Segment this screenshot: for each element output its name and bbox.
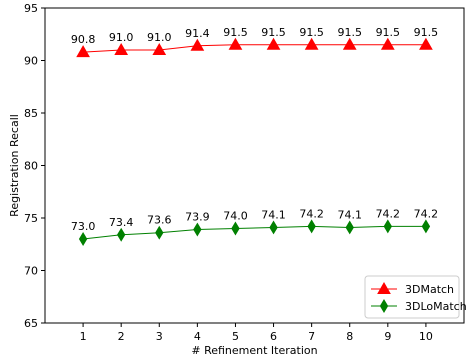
data-point: [114, 42, 129, 55]
x-tick-label: 3: [156, 330, 163, 343]
data-label: 91.0: [147, 31, 172, 44]
data-label: 74.2: [376, 207, 401, 220]
data-label: 74.2: [414, 207, 439, 220]
data-point: [152, 42, 167, 55]
series-3dmatch: 90.8 91.0 91.0 91.4 91.5 91.5 91.5 91.5 91.5 91.5: [71, 26, 439, 58]
data-point: [383, 219, 393, 234]
data-point: [307, 219, 316, 234]
data-label: 90.8: [71, 33, 96, 46]
x-tick-label: 10: [419, 330, 433, 343]
y-axis-label: Registration Recall: [8, 114, 21, 217]
series-line: [83, 225, 426, 240]
plot-area: [45, 8, 464, 323]
legend-item-3dmatch: 3DMatch: [371, 281, 454, 296]
data-label: 91.5: [223, 26, 248, 39]
y-tick-label: 75: [24, 212, 38, 225]
x-tick-label: 8: [346, 330, 353, 343]
x-tick-label: 7: [308, 330, 315, 343]
data-point: [269, 220, 278, 235]
data-label: 73.0: [71, 220, 96, 233]
y-tick-label: 85: [24, 107, 38, 120]
data-point: [419, 37, 433, 50]
x-tick-label: 5: [232, 330, 239, 343]
data-label: 91.5: [337, 26, 362, 39]
data-label: 74.2: [299, 207, 324, 220]
legend-item-3dlomatch: 3DLoMatch: [371, 299, 467, 313]
data-label: 73.4: [109, 216, 134, 229]
data-point: [266, 37, 281, 50]
legend-label: 3DMatch: [405, 283, 454, 296]
x-tick-label: 9: [384, 330, 391, 343]
x-tick-label: 4: [194, 330, 201, 343]
data-point: [231, 221, 240, 236]
x-axis-ticks: 1 2 3 4 5 6 7 8 9 10: [80, 323, 433, 343]
data-point: [421, 219, 431, 234]
data-point: [190, 38, 205, 51]
legend-label: 3DLoMatch: [405, 300, 467, 313]
data-point: [228, 37, 243, 50]
y-tick-label: 90: [24, 55, 38, 68]
data-label: 74.1: [337, 208, 362, 221]
data-label: 91.5: [414, 26, 439, 39]
data-point: [116, 227, 126, 242]
data-label: 91.0: [109, 31, 134, 44]
data-point: [193, 222, 202, 237]
legend-marker: [377, 281, 391, 294]
data-point: [78, 232, 88, 246]
legend-marker: [379, 299, 389, 313]
x-tick-label: 1: [80, 330, 87, 343]
legend: 3DMatch 3DLoMatch: [364, 275, 467, 319]
plot-frame: [44, 7, 465, 324]
series-layer: 90.8 91.0 91.0 91.4 91.5 91.5 91.5 91.5 91.5 91.5…: [71, 26, 439, 246]
series-line: [83, 44, 426, 53]
data-label: 74.1: [261, 208, 286, 221]
y-tick-label: 80: [24, 160, 38, 173]
legend-box: [364, 275, 460, 319]
y-axis-ticks: 65 70 75 80 85 90 95: [24, 2, 45, 330]
data-label: 91.5: [261, 26, 286, 39]
x-tick-label: 6: [270, 330, 277, 343]
data-label: 91.5: [299, 26, 324, 39]
series-3dlomatch: 73.0 73.4 73.6 73.9 74.0 74.1 74.2 74.1 74.2 74.2: [71, 207, 439, 246]
data-point: [345, 220, 354, 235]
data-label: 74.0: [223, 210, 248, 223]
y-tick-label: 65: [24, 317, 38, 330]
data-point: [304, 37, 319, 50]
data-label: 91.4: [185, 27, 210, 40]
y-tick-label: 70: [24, 265, 38, 278]
data-label: 73.6: [147, 214, 172, 227]
x-axis-label: # Refinement Iteration: [191, 344, 317, 357]
data-point: [155, 225, 164, 240]
data-label: 91.5: [376, 26, 401, 39]
data-point: [76, 45, 90, 58]
data-point: [380, 37, 395, 50]
x-tick-label: 2: [118, 330, 125, 343]
data-point: [342, 37, 357, 50]
y-tick-label: 95: [24, 2, 38, 15]
data-label: 73.9: [185, 211, 210, 224]
